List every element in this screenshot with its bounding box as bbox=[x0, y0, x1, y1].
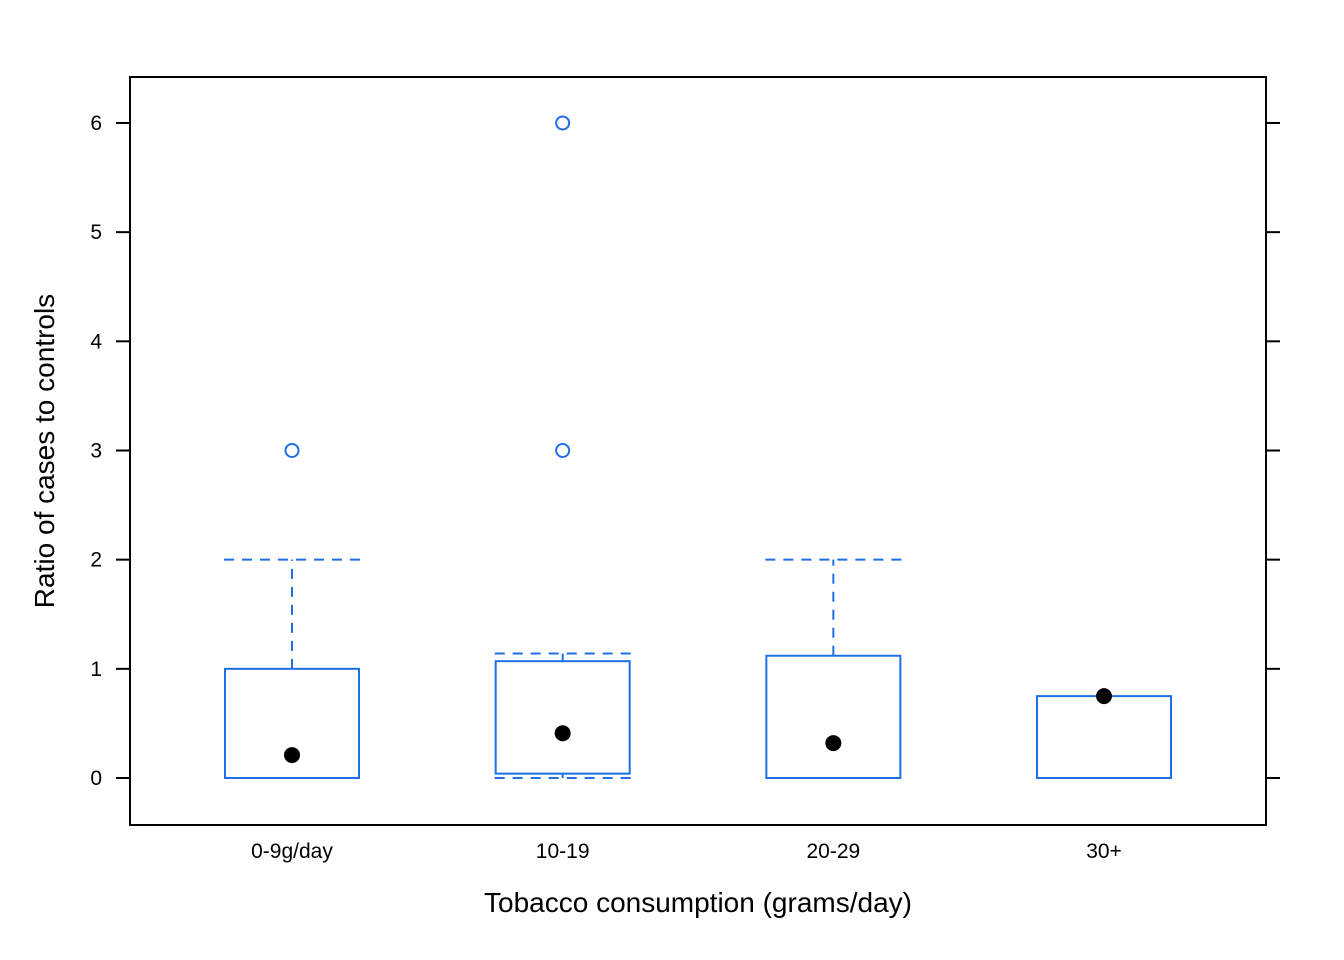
y-axis-title: Ratio of cases to controls bbox=[29, 294, 60, 608]
x-axis-ticks: 0-9g/day 10-19 20-29 30+ bbox=[251, 840, 1122, 863]
plot-frame bbox=[129, 76, 1267, 826]
x-tick-label: 20-29 bbox=[806, 840, 860, 863]
y-tick-label: 3 bbox=[90, 439, 102, 462]
x-tick-label: 10-19 bbox=[536, 840, 590, 863]
median-dot bbox=[554, 725, 571, 742]
x-tick-label: 0-9g/day bbox=[251, 840, 333, 863]
box-iqr bbox=[494, 660, 631, 775]
y-tick-label: 0 bbox=[90, 767, 102, 790]
box-group bbox=[765, 558, 902, 780]
x-axis-title: Tobacco consumption (grams/day) bbox=[484, 887, 912, 918]
box-group bbox=[1036, 688, 1173, 779]
median-dot bbox=[284, 747, 300, 764]
box-iqr bbox=[224, 667, 360, 780]
outlier-point bbox=[555, 442, 571, 458]
y-tick-label: 6 bbox=[90, 112, 102, 135]
box-group bbox=[224, 442, 360, 780]
outlier-point bbox=[284, 442, 300, 458]
box-iqr bbox=[1036, 695, 1173, 779]
box-iqr bbox=[765, 654, 902, 780]
median-dot bbox=[1096, 688, 1113, 705]
y-axis-ticks: 0 1 2 3 4 5 6 bbox=[90, 112, 1280, 790]
box-group bbox=[494, 115, 631, 779]
y-tick-label: 5 bbox=[90, 221, 102, 244]
y-tick-label: 4 bbox=[90, 330, 102, 353]
outlier-point bbox=[555, 115, 571, 131]
y-tick-label: 2 bbox=[90, 549, 102, 572]
box-series bbox=[224, 115, 1173, 780]
x-tick-label: 30+ bbox=[1086, 840, 1122, 863]
median-dot bbox=[825, 735, 842, 752]
y-tick-label: 1 bbox=[90, 658, 102, 681]
